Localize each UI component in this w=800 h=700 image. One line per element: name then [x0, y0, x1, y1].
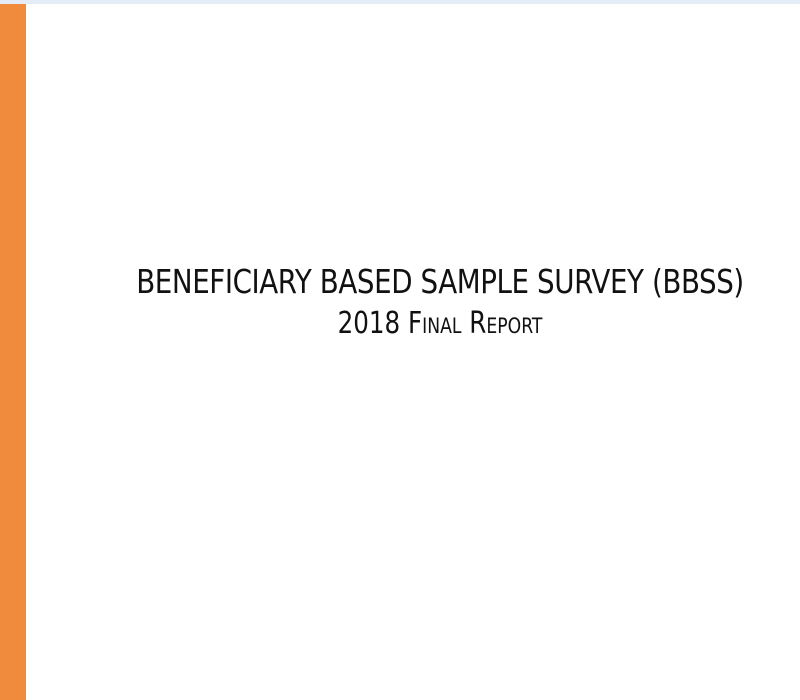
report-subtitle: 2018 Final Report: [337, 305, 543, 341]
title-block: BENEFICIARY BASED SAMPLE SURVEY (BBSS) 2…: [60, 262, 800, 342]
orange-accent-bar: [0, 4, 26, 700]
report-title: BENEFICIARY BASED SAMPLE SURVEY (BBSS): [136, 262, 744, 301]
top-border-line: [0, 0, 800, 4]
